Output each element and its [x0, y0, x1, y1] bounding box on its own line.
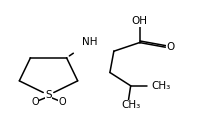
Text: NH: NH	[82, 37, 98, 47]
Text: O: O	[166, 42, 174, 52]
Text: CH₃: CH₃	[121, 100, 140, 110]
Text: OH: OH	[132, 16, 148, 26]
Text: S: S	[45, 90, 52, 100]
Text: O: O	[58, 97, 66, 107]
Text: O: O	[31, 97, 39, 107]
Text: CH₃: CH₃	[152, 81, 171, 91]
